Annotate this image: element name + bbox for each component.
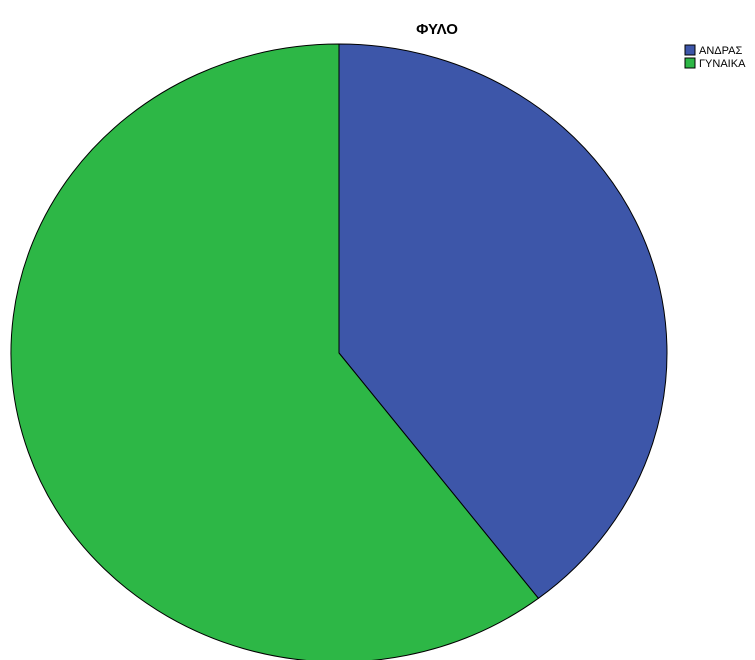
chart-title: ΦΥΛΟ bbox=[416, 21, 458, 38]
legend-swatch-2 bbox=[684, 57, 696, 69]
legend-label-1: ΑΝΔΡΑΣ bbox=[699, 45, 742, 57]
pie-slices bbox=[10, 43, 668, 660]
pie-slice-1 bbox=[338, 43, 668, 599]
legend-swatch-1 bbox=[684, 44, 696, 56]
pie-slice-2 bbox=[10, 43, 539, 660]
legend-label-2: ΓΥΝΑΙΚΑ bbox=[699, 58, 746, 70]
